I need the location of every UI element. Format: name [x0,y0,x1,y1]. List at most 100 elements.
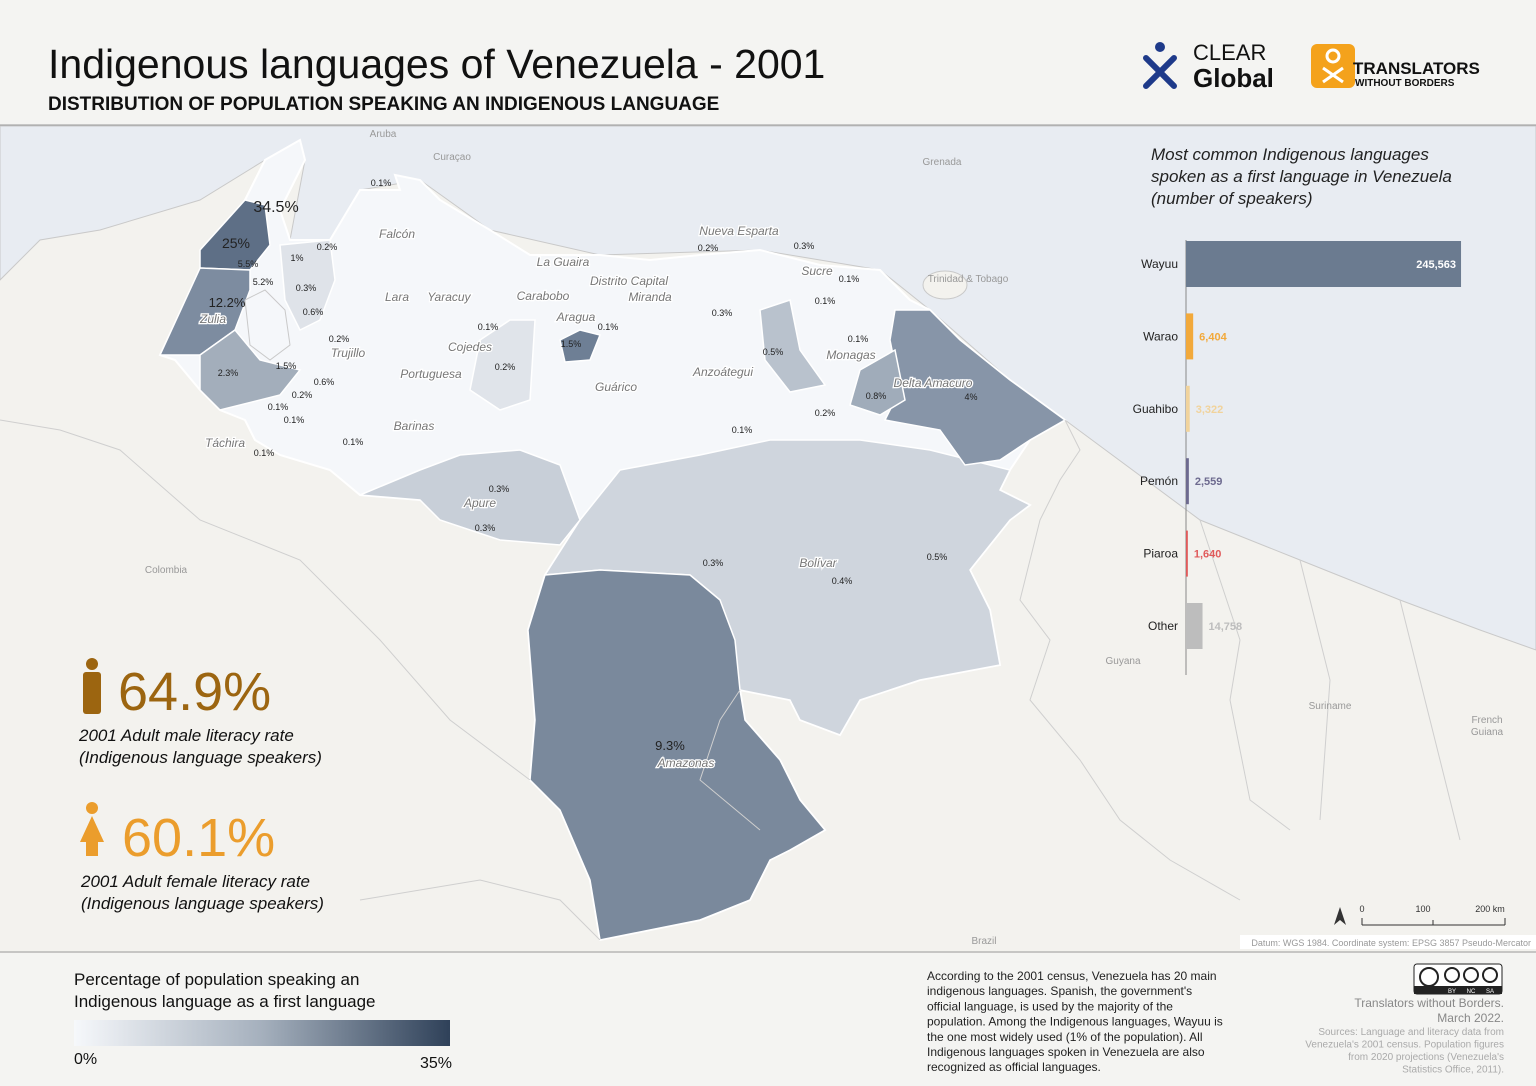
lake-maracaibo [244,289,291,361]
cojedes [469,319,536,411]
region-percentage: 0.3% [296,283,317,293]
amazonas [527,569,827,941]
scale-bar [1361,918,1506,926]
region-percentage: 0.1% [839,274,860,284]
description-line: official language, is used by the majori… [927,999,1173,1013]
state-label: Delta Amacuro [894,376,973,390]
bar [1186,603,1203,649]
category-label: Pemón [1140,474,1178,488]
value-label: 1,640 [1194,549,1222,561]
datum-bg [1240,935,1536,949]
region-percentage: 0.1% [284,415,305,425]
region-percentage: 4% [964,392,977,402]
cc-circle [1419,967,1439,987]
region-percentage: 12.2% [209,295,246,310]
country-label: French [1471,715,1502,726]
region-percentage: 0.2% [317,242,338,252]
cc-badge [1413,963,1503,995]
region-percentage: 25% [222,235,250,251]
subtitle: DISTRIBUTION OF POPULATION SPEAKING AN I… [48,94,719,115]
region-percentage: 0.3% [489,484,510,494]
category-label: Piaroa [1143,547,1178,561]
state-label: Guárico [595,380,637,394]
region-percentage: 0.2% [815,408,836,418]
aragua-east [559,329,602,363]
state-label: Cojedes [448,340,492,354]
icon-body [83,672,101,714]
nc-circle [1463,967,1479,983]
state-label: Carabobo [517,289,570,303]
country-label: Brazil [971,936,996,947]
description-line: According to the 2001 census, Venezuela … [927,969,1217,983]
state-label: Monagas [826,348,875,362]
state-label: Distrito Capital [590,274,668,288]
region-percentage: 0.2% [329,334,350,344]
region-percentage: 0.5% [927,552,948,562]
logo-text: TRANSLATORS [1353,59,1480,78]
state-label: Barinas [394,419,435,433]
sea [0,125,1536,651]
region-percentage: 0.2% [698,243,719,253]
source-line: Venezuela's 2001 census. Population figu… [1305,1040,1504,1051]
credit-line: Translators without Borders. [1354,996,1504,1010]
logo-square [1311,44,1355,88]
region-percentage: 0.1% [732,425,753,435]
state-label: Lara [385,290,409,304]
value-label: 6,404 [1199,331,1227,343]
bar [1186,530,1188,577]
state-label: Aragua [556,310,596,324]
region-percentage: 0.2% [495,362,516,372]
legend-min: 0% [74,1051,97,1068]
header-band [0,0,1536,125]
logo-head [1155,42,1165,52]
region-percentage: 0.1% [478,322,499,332]
logo-text: Global [1193,63,1274,93]
chart-title: Most common Indigenous languages [1151,145,1429,164]
region-percentage: 0.3% [712,308,733,318]
description-line: Indigenous languages spoken in Venezuela… [927,1045,1205,1059]
scale-label: 200 km [1475,904,1505,914]
state-label: Trujillo [331,346,366,360]
state-label: Falcón [379,227,415,241]
region-percentage: 9.3% [655,738,685,753]
license-label: SA [1486,989,1494,995]
region-percentage: 0.1% [598,322,619,332]
region-percentage: 0.3% [475,523,496,533]
category-label: Guahibo [1133,402,1179,416]
footer-band [0,953,1536,1086]
value-label: 3,322 [1196,404,1224,416]
region-percentage: 0.8% [866,391,887,401]
bar [1186,385,1190,432]
title: Indigenous languages of Venezuela - 2001 [48,41,825,87]
zulia-south [199,328,302,411]
region-percentage: 0.1% [815,296,836,306]
category-label: Other [1148,619,1178,633]
literacy-value: 60.1% [122,808,275,868]
literacy-label: (Indigenous language speakers) [79,748,322,767]
license-label: BY [1448,989,1456,995]
state-label: Sucre [801,264,833,278]
value-label: 245,563 [1416,259,1456,271]
region-percentage: 0.1% [371,178,392,188]
license-label: NC [1467,989,1476,995]
state-label: Apure [463,496,496,510]
region-percentage: 2.3% [218,368,239,378]
source-line: Statistics Office, 2011). [1402,1065,1504,1076]
source-line: from 2020 projections (Venezuela's [1348,1052,1504,1063]
region-percentage: 0.1% [268,402,289,412]
state-label: Miranda [628,290,672,304]
country-label: Guyana [1105,656,1140,667]
description-line: indigenous languages. Spanish, the gover… [927,984,1192,998]
description-line: the one most widely used (1% of the popu… [927,1030,1203,1044]
region-percentage: 0.2% [292,390,313,400]
state-label: Zulia [199,312,226,326]
region-percentage: 0.1% [343,437,364,447]
by-circle [1444,967,1460,983]
bar [1186,313,1194,360]
state-label: Nueva Esparta [699,224,779,238]
region-percentage: 34.5% [253,199,298,216]
region-percentage: 5.5% [238,259,259,269]
north-arrow [1334,907,1346,925]
country-label: Grenada [923,157,962,168]
state-label: Amazonas [657,756,715,770]
